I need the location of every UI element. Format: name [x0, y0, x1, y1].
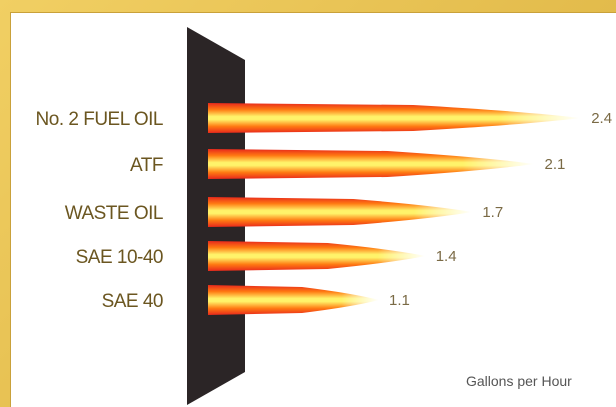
- value-label: 1.1: [389, 292, 410, 309]
- flame-bar: [208, 197, 473, 227]
- bars-layer: [208, 103, 582, 315]
- flame-bar: [208, 103, 582, 133]
- flame-bar: [208, 241, 426, 271]
- value-label: 1.7: [482, 204, 503, 221]
- category-label: ATF: [130, 155, 163, 176]
- value-label: 1.4: [436, 248, 457, 265]
- category-label: No. 2 FUEL OIL: [36, 109, 163, 130]
- flame-bar: [208, 285, 380, 315]
- category-label: WASTE OIL: [65, 203, 163, 224]
- value-label: 2.4: [591, 110, 612, 127]
- x-axis-label: Gallons per Hour: [466, 373, 572, 389]
- category-label: SAE 40: [102, 291, 163, 312]
- flame-bar: [208, 149, 535, 179]
- labels-layer: No. 2 FUEL OIL 2.4 ATF 2.1 WASTE OIL 1.7 SAE 1…: [36, 109, 613, 312]
- value-label: 2.1: [545, 156, 566, 173]
- category-label: SAE 10-40: [76, 247, 163, 268]
